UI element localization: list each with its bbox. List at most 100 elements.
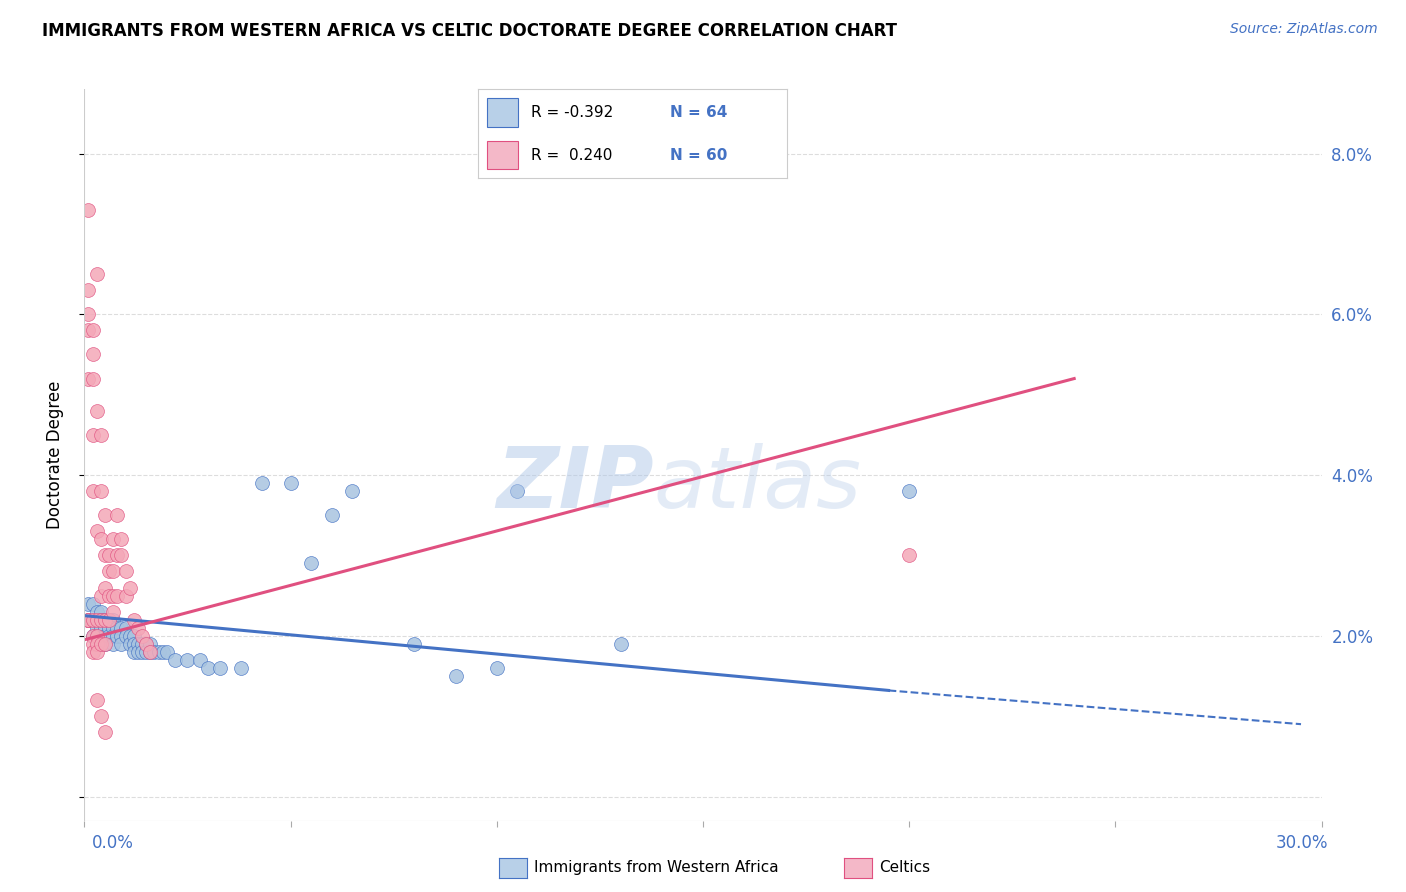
Point xyxy=(77,613,100,627)
Point xyxy=(90,613,112,627)
Point xyxy=(77,202,100,217)
Point xyxy=(77,283,100,297)
Point xyxy=(131,645,153,659)
Point xyxy=(118,629,141,643)
Point xyxy=(98,621,121,635)
Point xyxy=(131,629,153,643)
Point xyxy=(250,476,273,491)
Point xyxy=(86,693,108,707)
Point xyxy=(94,613,117,627)
Point xyxy=(135,637,157,651)
Point xyxy=(114,565,136,579)
Point xyxy=(98,589,121,603)
Point xyxy=(86,629,108,643)
Point xyxy=(98,565,121,579)
Point xyxy=(77,613,100,627)
Point xyxy=(90,613,112,627)
Point xyxy=(321,508,343,523)
Point xyxy=(122,637,145,651)
Point xyxy=(110,629,132,643)
Point xyxy=(105,621,128,635)
Point xyxy=(110,533,132,547)
Point xyxy=(90,589,112,603)
Point xyxy=(94,508,117,523)
Point xyxy=(94,549,117,563)
Point xyxy=(114,629,136,643)
Point xyxy=(188,653,211,667)
Point xyxy=(82,629,104,643)
Text: 0.0%: 0.0% xyxy=(91,834,134,852)
Point xyxy=(139,637,162,651)
Point xyxy=(77,613,100,627)
Point xyxy=(94,725,117,739)
Point xyxy=(280,476,302,491)
Point xyxy=(299,557,322,571)
Point xyxy=(105,589,128,603)
Point xyxy=(94,621,117,635)
Point xyxy=(135,645,157,659)
Point xyxy=(86,645,108,659)
Point xyxy=(103,621,125,635)
Point xyxy=(485,661,508,675)
Text: IMMIGRANTS FROM WESTERN AFRICA VS CELTIC DOCTORATE DEGREE CORRELATION CHART: IMMIGRANTS FROM WESTERN AFRICA VS CELTIC… xyxy=(42,22,897,40)
Point xyxy=(82,645,104,659)
Point xyxy=(90,605,112,619)
Text: R = -0.392: R = -0.392 xyxy=(530,105,613,120)
Bar xyxy=(488,98,519,127)
Point xyxy=(105,629,128,643)
Point xyxy=(152,645,174,659)
Point xyxy=(114,621,136,635)
Point xyxy=(139,645,162,659)
Point xyxy=(127,621,149,635)
Point xyxy=(82,637,104,651)
Point xyxy=(86,637,108,651)
Point xyxy=(94,637,117,651)
Point xyxy=(165,653,187,667)
Point xyxy=(98,613,121,627)
Point xyxy=(506,484,529,499)
Point xyxy=(90,637,112,651)
Point xyxy=(342,484,364,499)
Point xyxy=(229,661,252,675)
Point xyxy=(98,549,121,563)
Point xyxy=(127,645,149,659)
Text: N = 60: N = 60 xyxy=(669,148,727,162)
Point xyxy=(77,323,100,337)
Point xyxy=(90,709,112,723)
Point xyxy=(82,347,104,361)
Point xyxy=(86,267,108,281)
Point xyxy=(82,323,104,337)
Point xyxy=(176,653,198,667)
Point xyxy=(90,621,112,635)
Point xyxy=(82,484,104,499)
Point xyxy=(94,581,117,595)
Point xyxy=(127,637,149,651)
Point xyxy=(444,669,467,683)
Point xyxy=(98,613,121,627)
Point xyxy=(148,645,170,659)
Point xyxy=(103,629,125,643)
Bar xyxy=(488,141,519,169)
Text: R =  0.240: R = 0.240 xyxy=(530,148,612,162)
Point xyxy=(209,661,232,675)
Point xyxy=(77,307,100,321)
Text: ZIP: ZIP xyxy=(496,442,654,525)
Y-axis label: Doctorate Degree: Doctorate Degree xyxy=(45,381,63,529)
Point xyxy=(110,621,132,635)
Point xyxy=(90,533,112,547)
Point xyxy=(82,613,104,627)
Point xyxy=(103,565,125,579)
Point xyxy=(105,549,128,563)
Point xyxy=(609,637,631,651)
Point xyxy=(898,549,921,563)
Point xyxy=(86,524,108,539)
Point xyxy=(110,637,132,651)
Point xyxy=(98,629,121,643)
Point xyxy=(404,637,426,651)
Point xyxy=(82,629,104,643)
Point xyxy=(122,613,145,627)
Text: Source: ZipAtlas.com: Source: ZipAtlas.com xyxy=(1230,22,1378,37)
Point xyxy=(82,613,104,627)
Text: N = 64: N = 64 xyxy=(669,105,727,120)
Point xyxy=(77,371,100,385)
